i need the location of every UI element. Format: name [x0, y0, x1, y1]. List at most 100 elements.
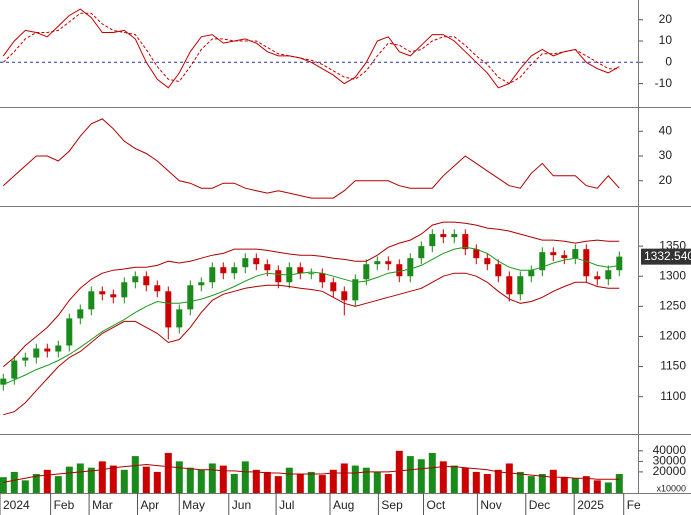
volume-bar	[285, 467, 293, 493]
x-tick-label: Mar	[92, 498, 113, 512]
y-tick-label: 20	[659, 173, 673, 187]
candle-body	[88, 291, 95, 310]
y-tick-label: 20000	[653, 464, 687, 478]
volume-bar	[450, 465, 458, 493]
volume-bar	[582, 476, 590, 493]
candle-body	[55, 345, 62, 352]
y-tick-label: 40	[659, 123, 673, 137]
volume-bar	[296, 474, 304, 493]
y-tick-label: 30000	[653, 454, 687, 468]
candle-body	[385, 261, 392, 265]
volume-bar	[318, 475, 326, 493]
volume-bar	[120, 469, 128, 493]
volume-bar	[153, 471, 161, 493]
volume-bar	[560, 477, 568, 493]
volume-bar	[351, 465, 359, 493]
candle-body	[539, 252, 546, 271]
volume-bar	[274, 476, 282, 493]
volume-bar	[164, 452, 172, 493]
volume-bar	[395, 450, 403, 493]
candle-body	[22, 357, 29, 361]
candle-body	[462, 234, 469, 250]
candle-body	[363, 264, 370, 280]
y-tick-label: 0	[665, 54, 672, 68]
candle-body	[297, 267, 304, 274]
volume-bar	[0, 477, 7, 493]
volume-bar	[142, 466, 150, 493]
candle-body	[165, 291, 172, 328]
candle-body	[121, 282, 128, 298]
y-tick-label: 1250	[659, 299, 686, 313]
candle-body	[154, 285, 161, 292]
y-tick-label: 40000	[653, 443, 687, 457]
candle-body	[550, 252, 557, 256]
y-tick-label: 20	[659, 12, 673, 26]
volume-bar	[406, 456, 414, 493]
volume-bar	[65, 466, 73, 493]
series-line	[3, 246, 620, 386]
volume-bar	[571, 478, 579, 493]
volume-bar	[32, 474, 40, 493]
candle-body	[220, 267, 227, 274]
volume-bar	[329, 469, 337, 493]
volume-bar	[21, 480, 29, 493]
x-tick-label: Feb	[54, 498, 75, 512]
series-line	[2, 221, 620, 367]
volume-bar	[472, 471, 480, 493]
x-tick-label: Jul	[279, 498, 294, 512]
volume-bar	[87, 467, 95, 493]
candle-body	[451, 234, 458, 238]
volume-bar	[340, 463, 348, 493]
volume-bar	[494, 469, 502, 493]
x-tick-label: Jun	[232, 498, 251, 512]
candle-body	[561, 255, 568, 259]
volume-bar	[186, 467, 194, 493]
volume-bar	[549, 469, 557, 493]
series-line	[3, 272, 620, 416]
candle-body	[572, 249, 579, 259]
volume-bar	[175, 461, 183, 493]
y-tick-label: 10	[659, 33, 673, 47]
y-tick-label: 1100	[660, 389, 686, 403]
volume-bar	[263, 471, 271, 493]
candle-body	[99, 291, 106, 295]
candle-body	[605, 270, 612, 280]
candle-body	[198, 282, 205, 286]
candle-body	[187, 285, 194, 310]
candle-body	[44, 348, 51, 352]
volume-bar	[10, 471, 18, 493]
series-line	[2, 12, 620, 85]
volume-bar	[76, 463, 84, 493]
volume-bar	[208, 463, 216, 493]
x-tick-label: Sep	[381, 498, 403, 512]
y-tick-label: 1200	[659, 329, 686, 343]
volume-bar	[131, 456, 139, 493]
candle-body	[352, 279, 359, 301]
volume-bar	[98, 461, 106, 493]
candle-body	[506, 276, 513, 295]
last-price-box	[641, 248, 691, 265]
series-line	[3, 463, 620, 483]
x-tick-label: Nov	[480, 498, 501, 512]
series-line	[2, 8, 620, 89]
candle-body	[396, 264, 403, 277]
x-tick-label: 2024	[3, 498, 30, 512]
candle-body	[341, 291, 348, 301]
volume-bar	[54, 476, 62, 493]
candle-body	[110, 294, 117, 298]
candle-body	[33, 348, 40, 358]
volume-bar	[230, 474, 238, 493]
candle-body	[484, 258, 491, 265]
volume-bar	[439, 461, 447, 493]
y-tick-label: 1300	[659, 268, 686, 282]
candle-body	[616, 256, 623, 271]
candle-body	[231, 267, 238, 274]
volume-bar	[538, 474, 546, 493]
candle-body	[66, 318, 73, 346]
volume-bar	[461, 467, 469, 493]
candle-body	[495, 264, 502, 277]
x-tick-label: Apr	[141, 498, 160, 512]
volume-bar	[362, 467, 370, 493]
candle-body	[264, 264, 271, 271]
x-tick-label: Aug	[333, 498, 354, 512]
